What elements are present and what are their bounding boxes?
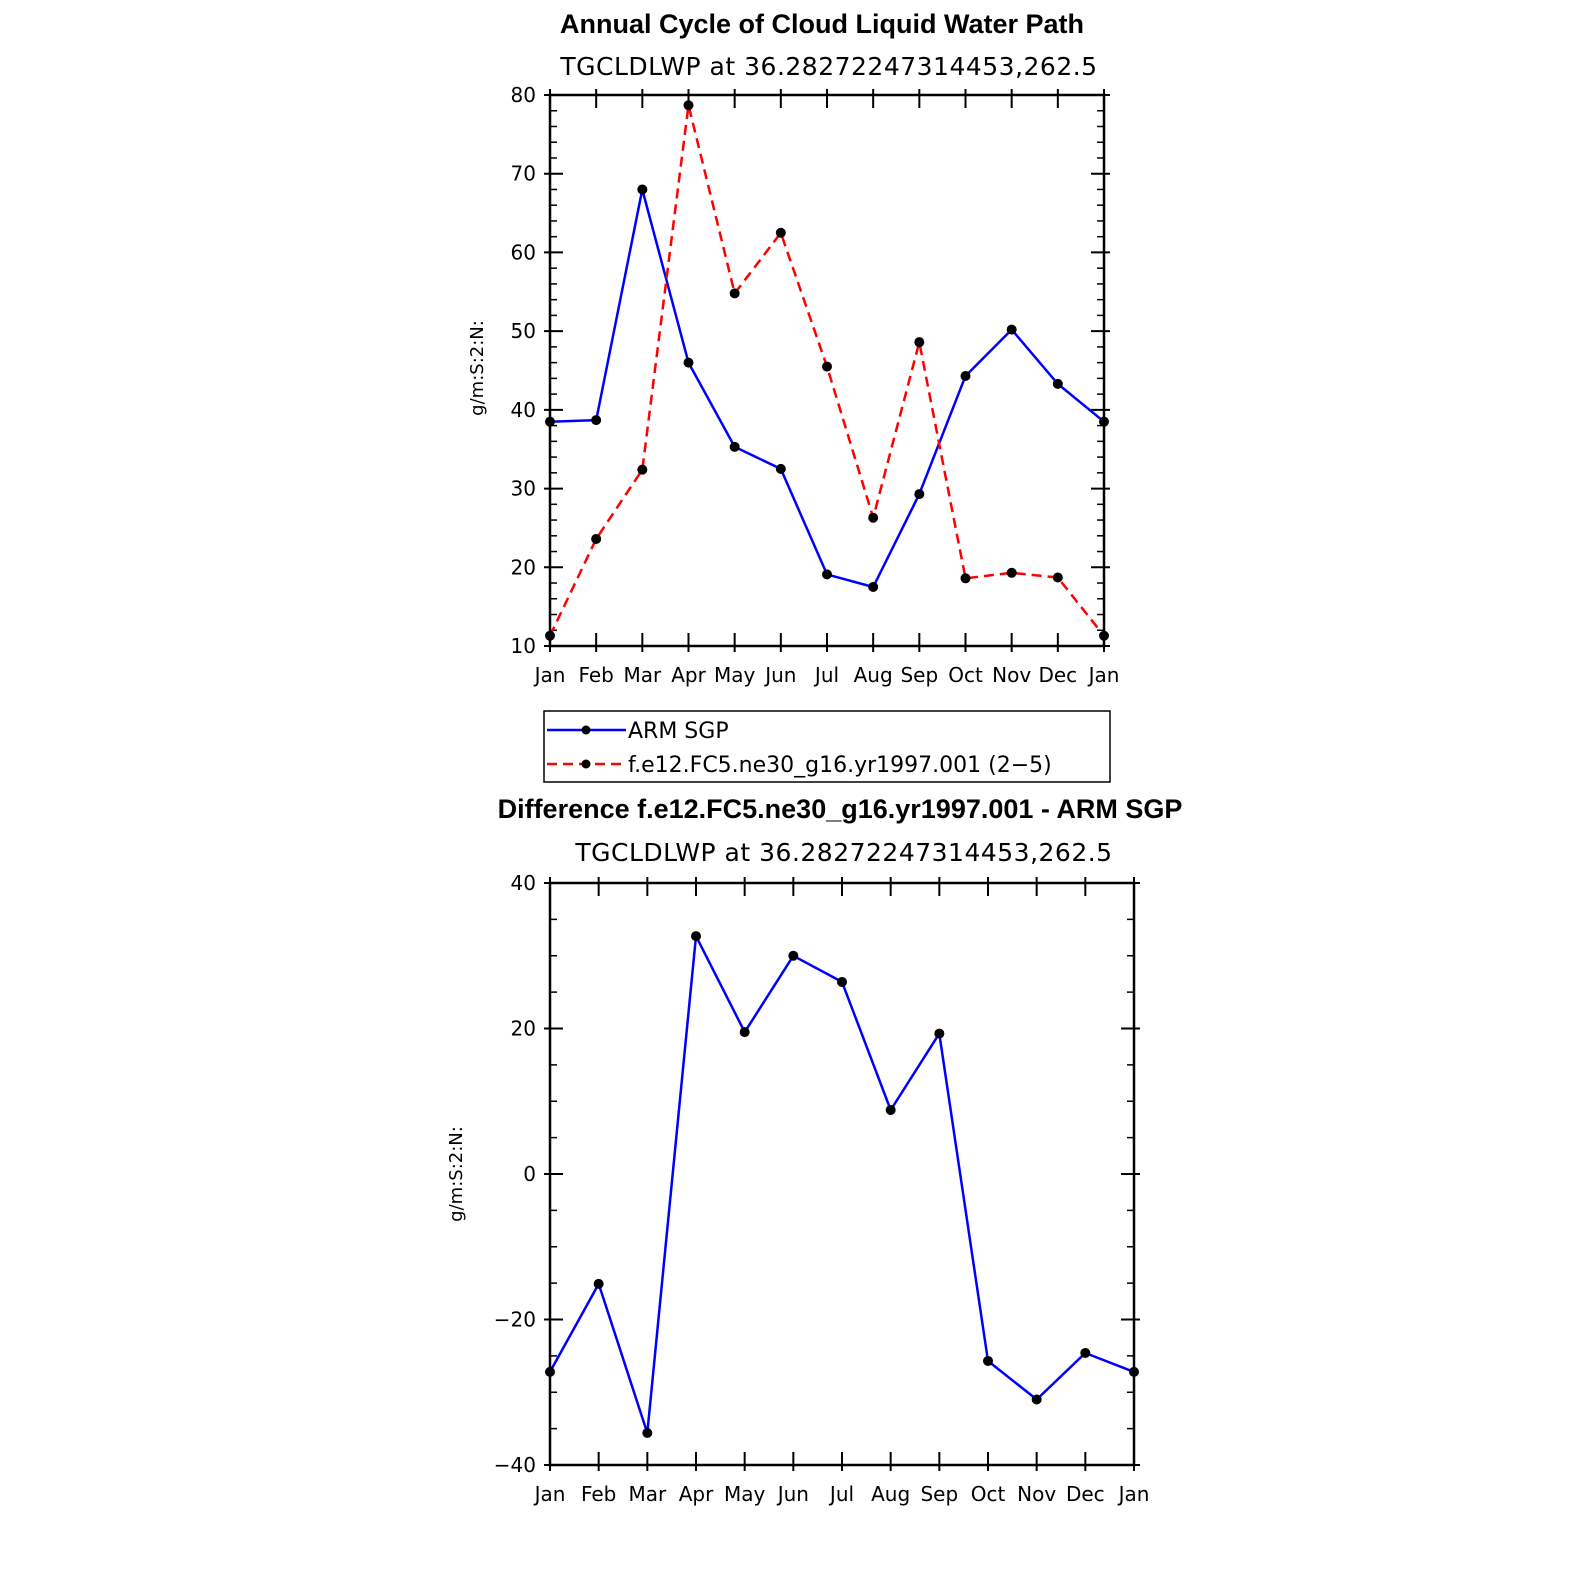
x-tick-label: Jan: [1087, 663, 1120, 687]
legend-marker-arm: [581, 725, 591, 735]
data-point-1-1: [591, 533, 602, 544]
x-tick-label: May: [724, 1482, 766, 1506]
data-point-0-8: [914, 489, 925, 500]
chart-title: Annual Cycle of Cloud Liquid Water Path: [560, 9, 1084, 39]
y-tick-label: 40: [511, 871, 536, 895]
x-tick-label: May: [714, 663, 756, 687]
x-tick-label: Oct: [971, 1482, 1006, 1506]
x-tick-label: Mar: [623, 663, 662, 687]
series-line-0: [548, 934, 1135, 1435]
data-point-0-9: [983, 1355, 993, 1366]
y-tick-label: 50: [511, 319, 536, 343]
y-tick-label: 20: [511, 555, 536, 579]
x-tick-label: Jun: [776, 1482, 809, 1506]
data-point-0-11: [1052, 378, 1063, 389]
x-tick-label: Jan: [533, 1482, 566, 1506]
data-point-1-4: [729, 288, 740, 299]
data-point-0-9: [960, 371, 971, 382]
chart-title: Difference f.e12.FC5.ne30_g16.yr1997.001…: [498, 794, 1183, 824]
data-point-0-10: [1006, 324, 1017, 335]
data-point-1-10: [1006, 567, 1017, 578]
axis-ticks: 10 20 30 40 50 60 70 80 Jan Feb Mar Apr May Jun Jul Aug…: [511, 83, 1120, 687]
data-point-0-2: [642, 1427, 653, 1438]
chart-annual-cycle: Annual Cycle of Cloud Liquid Water Path …: [467, 9, 1120, 783]
x-tick-label: Jan: [1117, 1482, 1150, 1506]
plot-area: [545, 100, 1109, 641]
data-point-1-11: [1052, 572, 1063, 583]
x-tick-label: Aug: [871, 1482, 910, 1506]
data-point-0-1: [593, 1278, 604, 1289]
plot-area: [545, 931, 1139, 1438]
y-tick-label: 40: [511, 398, 536, 422]
data-point-0-7: [885, 1104, 896, 1115]
x-tick-label: Nov: [992, 663, 1031, 687]
y-tick-label: −40: [494, 1453, 536, 1477]
data-point-0-5: [788, 950, 799, 961]
x-tick-label: Feb: [578, 663, 613, 687]
y-axis-label: g/m:S:2:N:: [467, 320, 488, 416]
series-line-0: [549, 188, 1105, 589]
data-point-0-3: [691, 931, 701, 942]
data-point-1-5: [775, 227, 786, 238]
data-point-0-5: [775, 463, 786, 474]
data-point-0-10: [1031, 1394, 1042, 1405]
plot-frame: [548, 93, 1106, 648]
x-tick-label: Mar: [628, 1482, 667, 1506]
x-tick-label: Sep: [920, 1482, 958, 1506]
data-point-1-6: [822, 361, 832, 372]
data-point-0-6: [837, 976, 847, 987]
x-tick-label: Apr: [679, 1482, 714, 1506]
y-tick-label: 70: [511, 162, 536, 186]
x-tick-label: Jul: [828, 1482, 854, 1506]
y-tick-label: 80: [511, 83, 536, 107]
x-tick-label: Aug: [854, 663, 893, 687]
plot-frame: [548, 881, 1136, 1467]
axis-ticks: −40 −20 0 20 40 Jan Feb Mar Apr May Jun Jul Aug Sep Oc…: [494, 871, 1150, 1506]
x-tick-label: Jan: [533, 663, 566, 687]
data-point-1-7: [868, 512, 879, 523]
x-tick-label: Dec: [1038, 663, 1077, 687]
chart-difference: Difference f.e12.FC5.ne30_g16.yr1997.001…: [446, 794, 1182, 1506]
chart-subtitle: TGCLDLWP at 36.28272247314453,262.5: [574, 838, 1112, 867]
data-point-0-6: [822, 569, 832, 580]
x-tick-label: Jun: [763, 663, 796, 687]
data-point-0-4: [739, 1027, 750, 1038]
x-tick-label: Oct: [948, 663, 983, 687]
y-tick-label: 10: [511, 634, 536, 658]
data-point-0-7: [868, 581, 879, 592]
x-tick-label: Apr: [671, 663, 706, 687]
data-point-0-4: [729, 441, 740, 452]
chart-subtitle: TGCLDLWP at 36.28272247314453,262.5: [559, 52, 1097, 81]
y-tick-label: 30: [511, 477, 536, 501]
y-axis-label: g/m:S:2:N:: [446, 1126, 467, 1222]
data-point-0-1: [591, 415, 602, 426]
legend: ARM SGP f.e12.FC5.ne30_g16.yr1997.001 (2…: [543, 710, 1111, 783]
legend-marker-model: [581, 759, 591, 769]
y-tick-label: 60: [511, 240, 536, 264]
data-point-1-2: [637, 464, 648, 475]
x-tick-label: Nov: [1017, 1482, 1056, 1506]
data-point-0-8: [934, 1028, 945, 1039]
data-point-1-9: [960, 573, 971, 584]
legend-label-model: f.e12.FC5.ne30_g16.yr1997.001 (2−5): [628, 753, 1052, 778]
legend-box: [543, 710, 1111, 783]
data-point-1-3: [683, 100, 694, 111]
data-point-0-3: [683, 357, 694, 368]
data-point-0-11: [1080, 1347, 1091, 1358]
x-tick-label: Dec: [1066, 1482, 1105, 1506]
legend-label-arm: ARM SGP: [628, 719, 729, 744]
x-tick-label: Feb: [581, 1482, 616, 1506]
y-tick-label: −20: [494, 1308, 536, 1332]
data-point-1-8: [914, 337, 925, 348]
x-tick-label: Jul: [813, 663, 839, 687]
y-tick-label: 20: [511, 1017, 536, 1041]
data-point-0-2: [637, 184, 648, 195]
y-tick-label: 0: [523, 1162, 536, 1186]
x-tick-label: Sep: [900, 663, 938, 687]
